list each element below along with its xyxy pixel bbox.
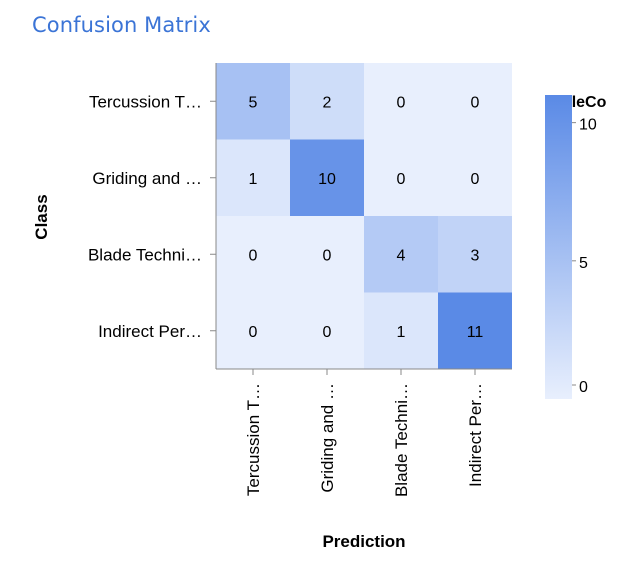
- page-title: Confusion Matrix: [32, 13, 211, 37]
- heatmap-cell: [290, 292, 364, 369]
- x-axis-ticks: Tercussion T… Griding and … Blade Techni… I…: [244, 369, 485, 497]
- cell-value-label: 3: [471, 247, 480, 264]
- cell-value-label: 0: [397, 171, 406, 188]
- legend-tick-label: 0: [579, 379, 588, 396]
- heatmap-cells: [216, 63, 512, 369]
- cell-value-label: 10: [318, 171, 336, 188]
- heatmap-cell: [290, 216, 364, 293]
- x-tick-label: Blade Techni…: [392, 383, 411, 497]
- legend-tick-label: 10: [579, 117, 597, 134]
- heatmap-cell: [438, 216, 512, 293]
- cell-value-label: 1: [249, 171, 258, 188]
- legend-gradient-bar: [545, 95, 572, 399]
- heatmap-cell: [364, 292, 438, 369]
- cell-value-labels: 5 2 0 01 10 0 00 0 4 30 0 1 11: [249, 94, 484, 341]
- cell-value-label: 1: [397, 324, 406, 341]
- y-axis-ticks: Tercussion T… Griding and … Blade Techni… I…: [88, 92, 216, 341]
- cell-value-label: 0: [323, 324, 332, 341]
- heatmap-cell: [364, 63, 438, 140]
- x-tick-label: Indirect Per…: [466, 383, 485, 487]
- x-axis-title: Prediction: [322, 532, 405, 551]
- y-tick-label: Tercussion T…: [89, 92, 202, 111]
- heatmap-cell: [438, 139, 512, 216]
- heatmap-cell: [438, 292, 512, 369]
- heatmap-cell: [216, 216, 290, 293]
- heatmap-cell: [364, 139, 438, 216]
- cell-value-label: 0: [397, 94, 406, 111]
- cell-value-label: 0: [249, 247, 258, 264]
- cell-value-label: 0: [471, 94, 480, 111]
- cell-value-label: 2: [323, 94, 332, 111]
- cell-value-label: 4: [397, 247, 406, 264]
- heatmap-cell: [216, 139, 290, 216]
- heatmap-cell: [364, 216, 438, 293]
- y-tick-label: Blade Techni…: [88, 245, 202, 264]
- cell-value-label: 0: [249, 324, 258, 341]
- heatmap-cell: [290, 63, 364, 140]
- y-tick-label: Indirect Per…: [98, 322, 202, 341]
- cell-value-label: 0: [323, 247, 332, 264]
- cell-value-label: 5: [249, 94, 258, 111]
- legend-ticks: 10 5 0: [572, 117, 597, 396]
- axes: [215, 63, 512, 370]
- x-tick-label: Griding and …: [318, 383, 337, 493]
- x-tick-label: Tercussion T…: [244, 383, 263, 496]
- y-axis-title: Class: [32, 194, 51, 239]
- heatmap-cell: [438, 63, 512, 140]
- cell-value-label: 0: [471, 171, 480, 188]
- heatmap-cell: [290, 139, 364, 216]
- cell-value-label: 11: [467, 324, 484, 341]
- heatmap-cell: [216, 292, 290, 369]
- legend-tick-label: 5: [579, 255, 588, 272]
- heatmap-cell: [216, 63, 290, 140]
- y-tick-label: Griding and …: [92, 169, 202, 188]
